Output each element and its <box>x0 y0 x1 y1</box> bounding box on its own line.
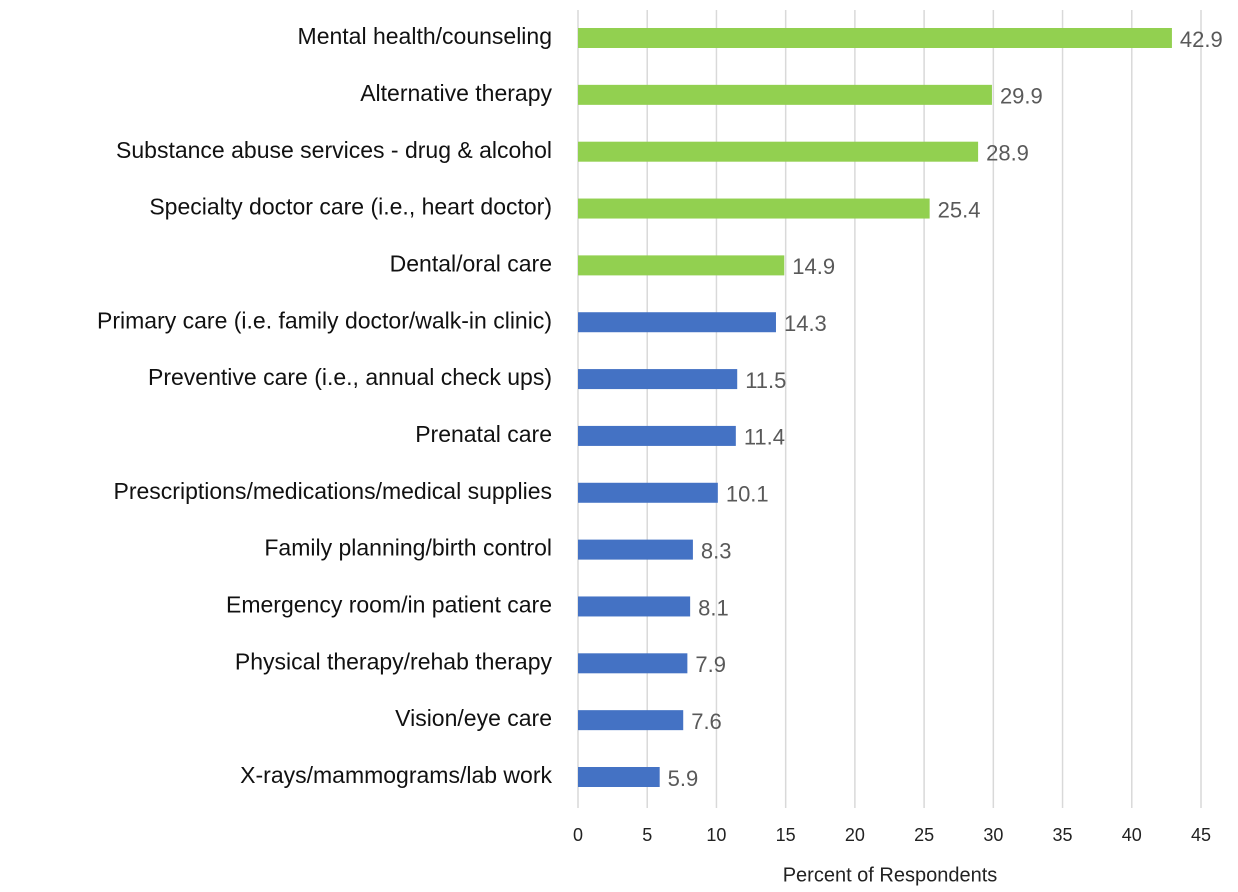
bar <box>578 198 930 219</box>
bar <box>578 767 660 787</box>
category-label: Family planning/birth control <box>264 535 552 561</box>
category-label: Prescriptions/medications/medical suppli… <box>114 478 552 504</box>
x-tick-label: 20 <box>845 825 865 845</box>
bar <box>578 255 785 276</box>
x-tick-label: 40 <box>1122 825 1142 845</box>
value-label: 10.1 <box>726 482 769 507</box>
category-label: Vision/eye care <box>395 705 552 731</box>
bar <box>578 28 1172 48</box>
value-label: 11.5 <box>745 368 786 393</box>
x-tick-label: 35 <box>1053 825 1073 845</box>
bar <box>578 369 738 390</box>
category-label: Alternative therapy <box>360 80 552 106</box>
value-label: 8.3 <box>701 538 732 563</box>
value-label: 29.9 <box>1000 84 1043 109</box>
category-label: Physical therapy/rehab therapy <box>235 648 553 674</box>
value-label: 5.9 <box>668 766 699 791</box>
bar <box>578 653 688 674</box>
category-label: X-rays/mammograms/lab work <box>240 762 552 788</box>
category-label: Prenatal care <box>415 421 552 447</box>
value-label: 11.4 <box>744 425 785 450</box>
value-label: 14.3 <box>784 311 827 336</box>
x-tick-label: 30 <box>983 825 1003 845</box>
bar <box>578 84 992 105</box>
x-tick-label: 25 <box>914 825 934 845</box>
value-label: 14.9 <box>792 254 835 279</box>
category-label: Mental health/counseling <box>298 23 552 49</box>
value-label: 7.6 <box>691 709 722 734</box>
category-label: Preventive care (i.e., annual check ups) <box>148 364 552 390</box>
value-label: 28.9 <box>986 141 1029 166</box>
bar <box>578 482 718 503</box>
category-label: Dental/oral care <box>390 250 552 276</box>
value-label: 42.9 <box>1180 27 1223 52</box>
x-tick-label: 10 <box>706 825 726 845</box>
x-tick-label: 0 <box>573 825 583 845</box>
bar <box>578 425 736 446</box>
x-tick-label: 5 <box>642 825 652 845</box>
value-label: 7.9 <box>695 652 726 677</box>
bar <box>578 596 691 617</box>
category-label: Emergency room/in patient care <box>226 592 552 618</box>
bar <box>578 539 693 560</box>
category-label: Substance abuse services - drug & alcoho… <box>116 137 552 163</box>
x-tick-label: 45 <box>1191 825 1211 845</box>
value-label: 25.4 <box>938 197 981 222</box>
bar <box>578 312 776 333</box>
x-tick-label: 15 <box>776 825 796 845</box>
x-axis-label: Percent of Respondents <box>783 864 998 886</box>
category-label: Primary care (i.e. family doctor/walk-in… <box>97 307 552 333</box>
category-label: Specialty doctor care (i.e., heart docto… <box>149 194 552 220</box>
bar <box>578 141 979 162</box>
value-label: 8.1 <box>698 595 729 620</box>
bar <box>578 710 684 731</box>
